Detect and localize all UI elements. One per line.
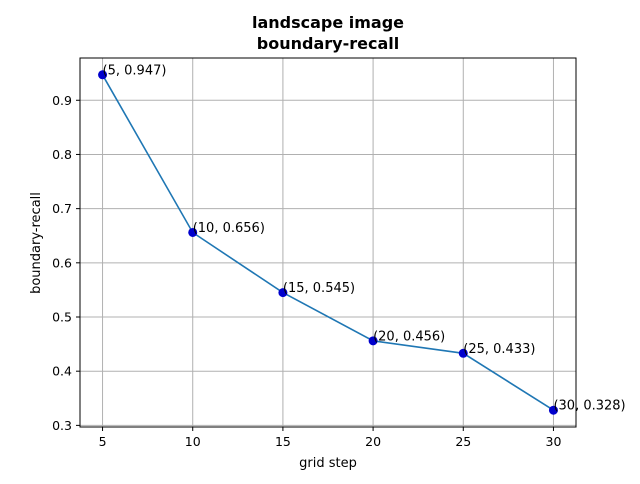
x-axis-label: grid step: [299, 456, 357, 471]
data-point-marker: [278, 288, 288, 298]
y-tick-label: 0.6: [52, 255, 72, 270]
plot-area-frame: [79, 57, 577, 428]
data-points: [98, 70, 558, 415]
x-tick-label: 30: [546, 434, 562, 449]
data-labels: (5, 0.947) (10, 0.656) (15, 0.545) (20, 0.4…: [103, 63, 626, 413]
chart-title: landscape image: [252, 13, 404, 32]
y-tick-label: 0.4: [52, 364, 72, 379]
x-tick-label: 15: [275, 434, 291, 449]
data-point-marker: [368, 336, 378, 346]
grid-lines: [80, 58, 576, 427]
data-point-label: (30, 0.328): [553, 399, 625, 414]
y-axis-ticks: 0.3 0.4 0.5 0.6 0.7 0.8 0.9: [52, 93, 80, 433]
y-tick-label: 0.3: [52, 418, 72, 433]
data-point-label: (25, 0.433): [463, 342, 535, 357]
x-tick-label: 10: [185, 434, 201, 449]
x-tick-label: 5: [99, 434, 107, 449]
data-point-label: (15, 0.545): [283, 281, 355, 296]
x-tick-label: 25: [455, 434, 471, 449]
x-tick-label: 20: [365, 434, 381, 449]
series-line-group: [101, 74, 554, 411]
data-point-marker: [98, 70, 108, 80]
data-point-label: (10, 0.656): [193, 221, 265, 236]
y-tick-label: 0.5: [52, 310, 72, 325]
chart-subtitle: boundary-recall: [257, 34, 399, 53]
series-line: [101, 74, 554, 411]
data-point-marker: [458, 348, 468, 358]
data-point-label: (5, 0.947): [103, 63, 167, 78]
y-tick-label: 0.9: [52, 93, 72, 108]
y-axis-label: boundary-recall: [29, 192, 44, 294]
y-tick-label: 0.8: [52, 147, 72, 162]
x-axis-ticks: 5 10 15 20 25 30: [99, 427, 562, 449]
y-tick-label: 0.7: [52, 201, 72, 216]
data-point-marker: [548, 405, 558, 415]
data-point-marker: [188, 227, 198, 237]
data-point-label: (20, 0.456): [373, 329, 445, 344]
